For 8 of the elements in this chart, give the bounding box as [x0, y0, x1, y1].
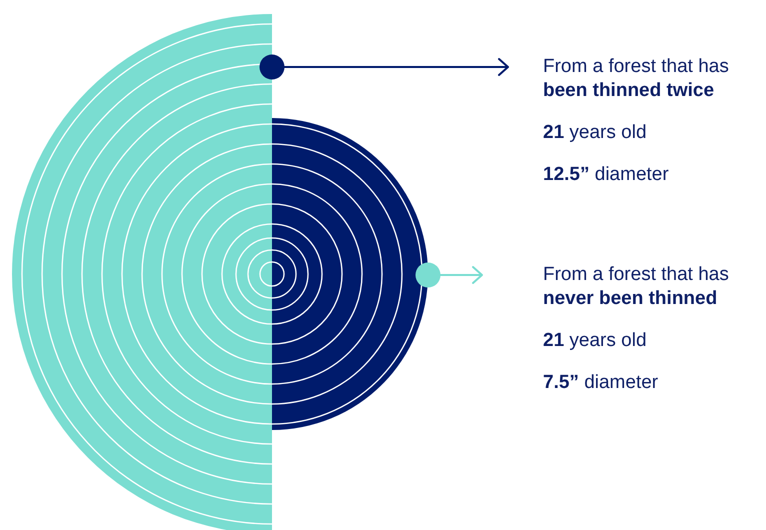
text: From a forest that has: [543, 264, 729, 286]
text: From a forest that has: [543, 56, 729, 78]
data-label: 7.5” diameter: [543, 372, 658, 394]
category-label: been thinned twice: [543, 80, 714, 102]
category-label: never been thinned: [543, 288, 718, 310]
text: 21 years old: [543, 122, 647, 144]
data-label: 12.5” diameter: [543, 164, 669, 186]
text: 21 years old: [543, 330, 647, 352]
